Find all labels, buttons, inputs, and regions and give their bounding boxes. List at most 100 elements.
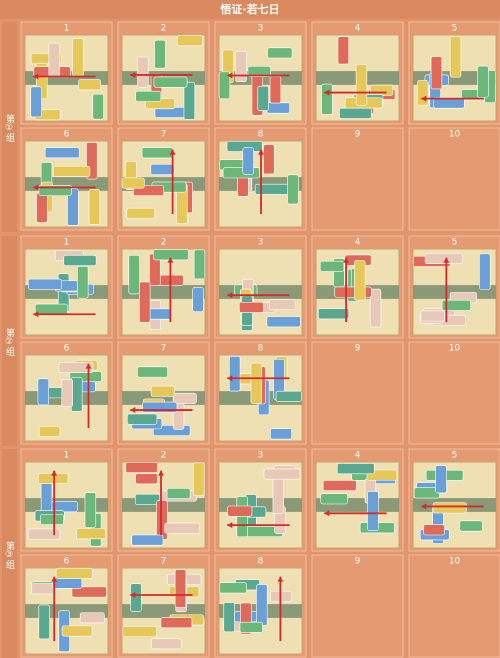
level-number: 5 xyxy=(452,451,458,461)
car-block xyxy=(417,80,429,106)
car-block xyxy=(272,473,285,514)
car-block xyxy=(79,612,105,624)
car-block xyxy=(435,465,447,494)
level-cell: 3 xyxy=(214,21,307,125)
arrow-head xyxy=(343,257,350,263)
group-label: 第①组 xyxy=(4,113,15,142)
group-label: 第②组 xyxy=(4,327,15,356)
level-cell: 7 xyxy=(117,127,210,231)
car-block xyxy=(354,260,366,301)
level-cell: 10 xyxy=(408,554,500,658)
level-number: 9 xyxy=(355,130,361,140)
car-block xyxy=(55,567,93,579)
level-cell: 8 xyxy=(214,127,307,231)
level-cell: 1 xyxy=(20,235,113,339)
car-block xyxy=(218,71,231,100)
level-cell: 2 xyxy=(117,235,210,339)
car-block xyxy=(84,492,97,528)
car-block xyxy=(88,189,101,225)
car-block xyxy=(71,377,83,412)
arrow-head xyxy=(324,510,330,517)
car-block xyxy=(192,287,204,312)
level-number: 8 xyxy=(258,557,264,567)
car-block xyxy=(479,253,491,290)
car-block xyxy=(126,413,158,425)
level-cell: 2 xyxy=(117,21,210,125)
car-block xyxy=(256,584,268,626)
car-block xyxy=(128,255,140,295)
arrow-head xyxy=(169,149,176,155)
car-block xyxy=(227,505,253,517)
cell-bg xyxy=(408,341,500,445)
level-number: 9 xyxy=(355,344,361,354)
level-number: 3 xyxy=(258,238,264,248)
car-block xyxy=(423,524,445,536)
car-block xyxy=(134,493,161,505)
car-block xyxy=(78,79,101,91)
car-block xyxy=(355,64,368,106)
arrow-head xyxy=(277,576,284,582)
car-block xyxy=(36,192,48,223)
group-label: 第③组 xyxy=(4,540,15,569)
car-block xyxy=(177,35,203,47)
car-block xyxy=(61,378,73,407)
car-block xyxy=(28,278,62,290)
car-block xyxy=(317,308,350,320)
level-number: 3 xyxy=(258,451,264,461)
car-block xyxy=(369,288,382,328)
car-block xyxy=(339,107,372,119)
level-number: 6 xyxy=(64,130,70,140)
car-block xyxy=(270,428,292,440)
car-block xyxy=(247,66,271,78)
level-cell: 7 xyxy=(117,341,210,445)
car-block xyxy=(77,266,89,299)
car-block xyxy=(420,310,445,322)
car-block xyxy=(235,51,247,83)
arrow-head xyxy=(227,292,233,299)
level-number: 4 xyxy=(355,24,361,34)
level-cell: 8 xyxy=(214,554,307,658)
car-block xyxy=(135,473,158,485)
car-block xyxy=(137,56,149,88)
car-block xyxy=(257,85,269,111)
car-block xyxy=(137,366,168,378)
arrow-head xyxy=(33,311,39,318)
arrow-head xyxy=(158,470,165,476)
level-number: 9 xyxy=(355,557,361,567)
level-number: 8 xyxy=(258,344,264,354)
car-block xyxy=(131,534,164,546)
car-block xyxy=(71,586,107,598)
level-number: 3 xyxy=(258,24,264,34)
car-block xyxy=(430,56,443,90)
car-block xyxy=(337,36,350,65)
level-number: 6 xyxy=(64,344,70,354)
car-block xyxy=(336,463,375,475)
car-block xyxy=(321,83,333,115)
arrow-head xyxy=(443,257,450,263)
level-cell: 9 xyxy=(311,127,404,231)
arrow-head xyxy=(51,576,58,582)
cell-bg xyxy=(408,554,500,658)
car-block xyxy=(242,147,254,175)
arrow-head xyxy=(421,95,427,102)
level-cell: 3 xyxy=(214,235,307,339)
level-number: 5 xyxy=(452,24,458,34)
level-cell: 4 xyxy=(311,21,404,125)
level-cell: 3 xyxy=(214,448,307,552)
cell-bg xyxy=(311,127,404,231)
level-cell: 5 xyxy=(408,21,500,125)
car-block xyxy=(52,577,83,589)
car-block xyxy=(222,167,260,179)
level-number: 2 xyxy=(161,451,167,461)
car-block xyxy=(320,493,348,505)
car-block xyxy=(38,426,61,438)
car-block xyxy=(193,462,205,496)
level-cell: 7 xyxy=(117,554,210,658)
car-block xyxy=(166,488,191,499)
level-cell: 6 xyxy=(20,127,113,231)
level-cell: 4 xyxy=(311,448,404,552)
car-block xyxy=(223,602,235,633)
level-cell: 5 xyxy=(408,235,500,339)
car-block xyxy=(150,385,175,397)
car-block xyxy=(173,392,197,404)
